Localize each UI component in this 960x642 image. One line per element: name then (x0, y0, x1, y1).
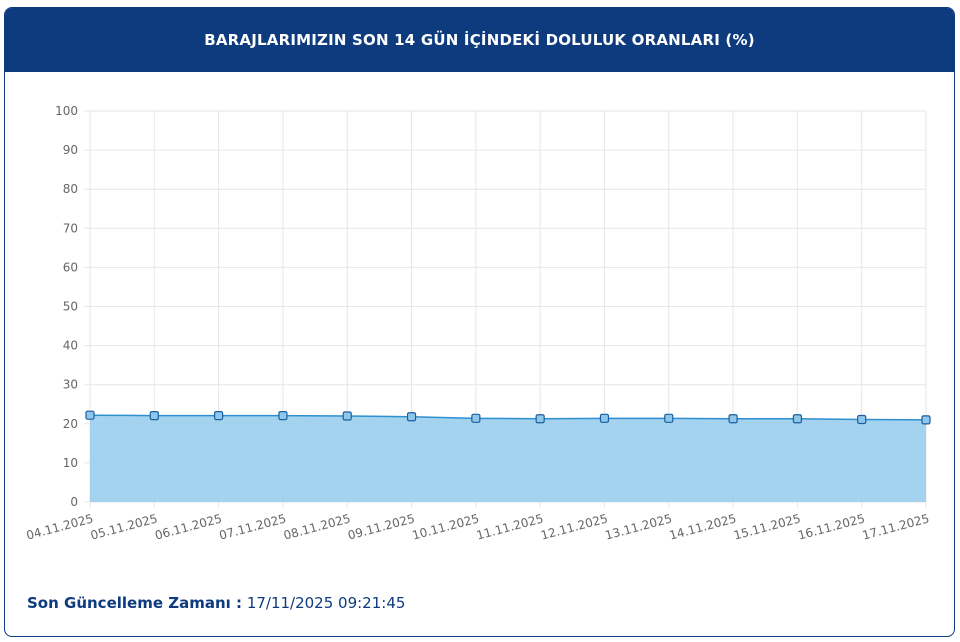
x-tick-label: 13.11.2025 (604, 511, 674, 542)
data-point (278, 410, 288, 421)
x-tick-label: 14.11.2025 (668, 511, 738, 542)
data-point (599, 413, 610, 423)
data-point (471, 413, 481, 423)
x-tick-label: 08.11.2025 (282, 511, 352, 542)
update-time-label: Son Güncelleme Zamanı : (27, 594, 243, 612)
x-axis-ticks: 04.11.202505.11.202506.11.202507.11.2025… (25, 511, 931, 542)
y-tick-label: 20 (63, 417, 78, 431)
data-point (857, 414, 867, 425)
chart-card: BARAJLARIMIZIN SON 14 GÜN İÇİNDEKİ DOLUL… (4, 7, 955, 637)
area-fill (90, 415, 926, 502)
y-tick-label: 70 (63, 221, 78, 235)
data-point (342, 411, 352, 421)
data-points (85, 410, 931, 425)
x-tick-label: 12.11.2025 (539, 511, 609, 542)
y-tick-label: 40 (63, 339, 78, 353)
area-chart: 0 10 20 30 40 50 60 70 80 90 100 04.11.202505.11.2… (25, 104, 931, 543)
y-tick-label: 100 (55, 104, 78, 118)
data-point (406, 412, 417, 422)
x-tick-label: 16.11.2025 (796, 511, 866, 542)
data-point (921, 415, 931, 425)
data-point (85, 410, 95, 420)
y-tick-label: 80 (63, 182, 78, 196)
update-time: Son Güncelleme Zamanı : 17/11/2025 09:21… (27, 594, 405, 612)
data-point (149, 410, 159, 421)
x-tick-label: 17.11.2025 (861, 511, 931, 542)
x-tick-label: 07.11.2025 (218, 511, 288, 542)
data-point (664, 413, 674, 423)
y-tick-label: 0 (70, 495, 78, 509)
y-tick-label: 30 (63, 378, 78, 392)
y-tick-label: 60 (63, 260, 78, 274)
y-tick-label: 10 (63, 456, 78, 470)
series-line (89, 414, 927, 421)
data-point (535, 414, 545, 424)
y-tick-label: 50 (63, 300, 78, 314)
data-point (728, 414, 738, 424)
x-tick-label: 06.11.2025 (153, 511, 223, 542)
x-tick-label: 04.11.2025 (25, 511, 95, 542)
data-point (792, 414, 802, 424)
card-header: BARAJLARIMIZIN SON 14 GÜN İÇİNDEKİ DOLUL… (5, 8, 954, 72)
area-fill-group (89, 414, 927, 502)
y-tick-label: 90 (63, 143, 78, 157)
chart-title: BARAJLARIMIZIN SON 14 GÜN İÇİNDEKİ DOLUL… (204, 31, 755, 49)
x-tick-label: 09.11.2025 (346, 511, 416, 542)
x-tick-label: 05.11.2025 (89, 511, 159, 542)
x-tick-label: 10.11.2025 (411, 511, 481, 542)
data-point (214, 410, 224, 421)
chart-area: 0 10 20 30 40 50 60 70 80 90 100 04.11.2025 05.11.2… (5, 72, 954, 572)
y-axis-ticks: 0 10 20 30 40 50 60 70 80 90 100 (55, 104, 78, 509)
update-time-value: 17/11/2025 09:21:45 (246, 594, 406, 612)
x-tick-label: 15.11.2025 (732, 511, 802, 542)
x-tick-label: 11.11.2025 (475, 511, 545, 542)
